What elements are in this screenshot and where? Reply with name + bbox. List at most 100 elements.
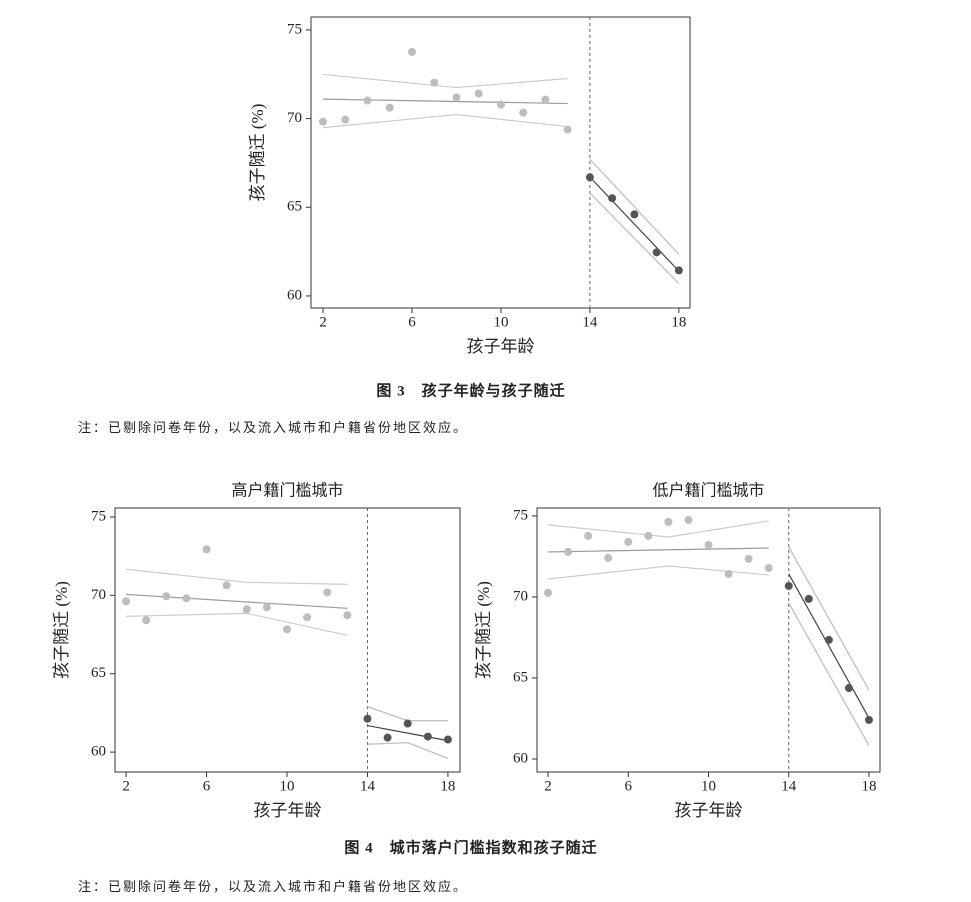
- figure-caption: 图 4 城市落户门槛指数和孩子随迁: [344, 838, 597, 856]
- fit-line: [548, 547, 769, 553]
- y-tick-label: 70: [287, 110, 302, 126]
- data-point: [363, 96, 372, 105]
- y-tick-label: 60: [287, 287, 302, 303]
- data-point: [474, 89, 483, 98]
- fit-line: [322, 73, 568, 89]
- data-point: [423, 732, 432, 741]
- y-tick-label: 75: [287, 21, 302, 37]
- data-point: [242, 605, 251, 614]
- data-point: [182, 594, 191, 603]
- fit-line: [788, 602, 870, 746]
- data-point: [824, 635, 833, 644]
- data-point: [363, 714, 372, 723]
- y-axis-label: 孩子随迁 (%): [248, 104, 267, 202]
- y-axis-label: 孩子随迁 (%): [474, 581, 493, 679]
- x-tick-label: 6: [203, 778, 211, 794]
- fit-line: [126, 612, 348, 636]
- data-point: [624, 537, 633, 546]
- fit-line: [547, 520, 769, 538]
- x-tick-label: 6: [408, 314, 416, 330]
- chart-title: 低户籍门槛城市: [652, 482, 764, 500]
- fit-line: [367, 706, 448, 722]
- data-point: [564, 547, 573, 556]
- x-axis-label: 孩子年龄: [254, 801, 322, 820]
- data-point: [496, 100, 505, 109]
- x-tick-label: 10: [279, 778, 294, 794]
- data-point: [744, 554, 753, 563]
- fit-line: [322, 98, 568, 105]
- x-tick-label: 18: [671, 314, 686, 330]
- y-tick-label: 60: [91, 744, 106, 760]
- data-point: [724, 569, 733, 578]
- data-point: [519, 108, 528, 117]
- fit-line: [788, 546, 870, 691]
- data-point: [162, 592, 171, 601]
- data-point: [544, 588, 553, 597]
- data-point: [443, 735, 452, 744]
- fit-line: [367, 742, 449, 759]
- data-point: [303, 613, 312, 622]
- data-point: [385, 103, 394, 112]
- data-point: [563, 125, 572, 134]
- data-point: [864, 715, 873, 724]
- x-tick-label: 10: [493, 314, 508, 330]
- data-point: [630, 210, 639, 219]
- fit-line: [126, 593, 348, 609]
- data-point: [142, 616, 151, 625]
- y-tick-label: 75: [513, 507, 528, 523]
- x-tick-label: 14: [781, 778, 797, 794]
- data-point: [604, 553, 613, 562]
- data-point: [122, 597, 131, 606]
- data-point: [674, 266, 683, 275]
- y-tick-label: 75: [91, 508, 106, 524]
- y-tick-label: 70: [513, 588, 528, 604]
- data-point: [403, 719, 412, 728]
- data-point: [584, 531, 593, 540]
- data-point: [430, 78, 439, 87]
- x-tick-label: 18: [440, 778, 455, 794]
- data-point: [452, 93, 461, 102]
- y-tick-label: 60: [513, 750, 528, 766]
- data-point: [341, 115, 350, 124]
- data-point: [644, 531, 653, 540]
- plot-frame: [310, 16, 691, 309]
- data-point: [222, 581, 231, 590]
- data-point: [202, 545, 211, 554]
- fit-line: [322, 113, 568, 129]
- data-point: [764, 563, 773, 572]
- data-point: [684, 515, 693, 524]
- data-point: [784, 581, 793, 590]
- data-point: [343, 611, 352, 620]
- data-point: [664, 517, 673, 526]
- y-axis-label: 孩子随迁 (%): [52, 581, 71, 679]
- fit-line: [125, 568, 348, 585]
- data-point: [407, 47, 416, 56]
- x-tick-label: 18: [861, 778, 876, 794]
- data-point: [585, 173, 594, 182]
- data-point: [608, 194, 617, 203]
- data-point: [804, 594, 813, 603]
- fit-line: [547, 565, 769, 580]
- x-axis-label: 孩子年龄: [467, 337, 535, 356]
- chart-title: 高户籍门槛城市: [231, 482, 343, 500]
- y-tick-label: 65: [513, 669, 528, 685]
- x-tick-label: 10: [701, 778, 716, 794]
- fit-line: [589, 176, 680, 272]
- fit-line: [367, 725, 449, 742]
- fit-line: [788, 573, 870, 719]
- fit-line: [589, 158, 680, 255]
- data-point: [541, 95, 550, 104]
- x-tick-label: 2: [544, 778, 552, 794]
- data-point: [383, 733, 392, 742]
- x-tick-label: 14: [582, 314, 598, 330]
- x-axis-label: 孩子年龄: [675, 801, 743, 820]
- plot-frame: [114, 507, 461, 773]
- data-point: [282, 625, 291, 634]
- data-point: [844, 684, 853, 693]
- data-point: [704, 540, 713, 549]
- y-tick-label: 70: [91, 587, 106, 603]
- data-point: [323, 588, 332, 597]
- x-tick-label: 14: [360, 778, 376, 794]
- data-point: [652, 248, 661, 257]
